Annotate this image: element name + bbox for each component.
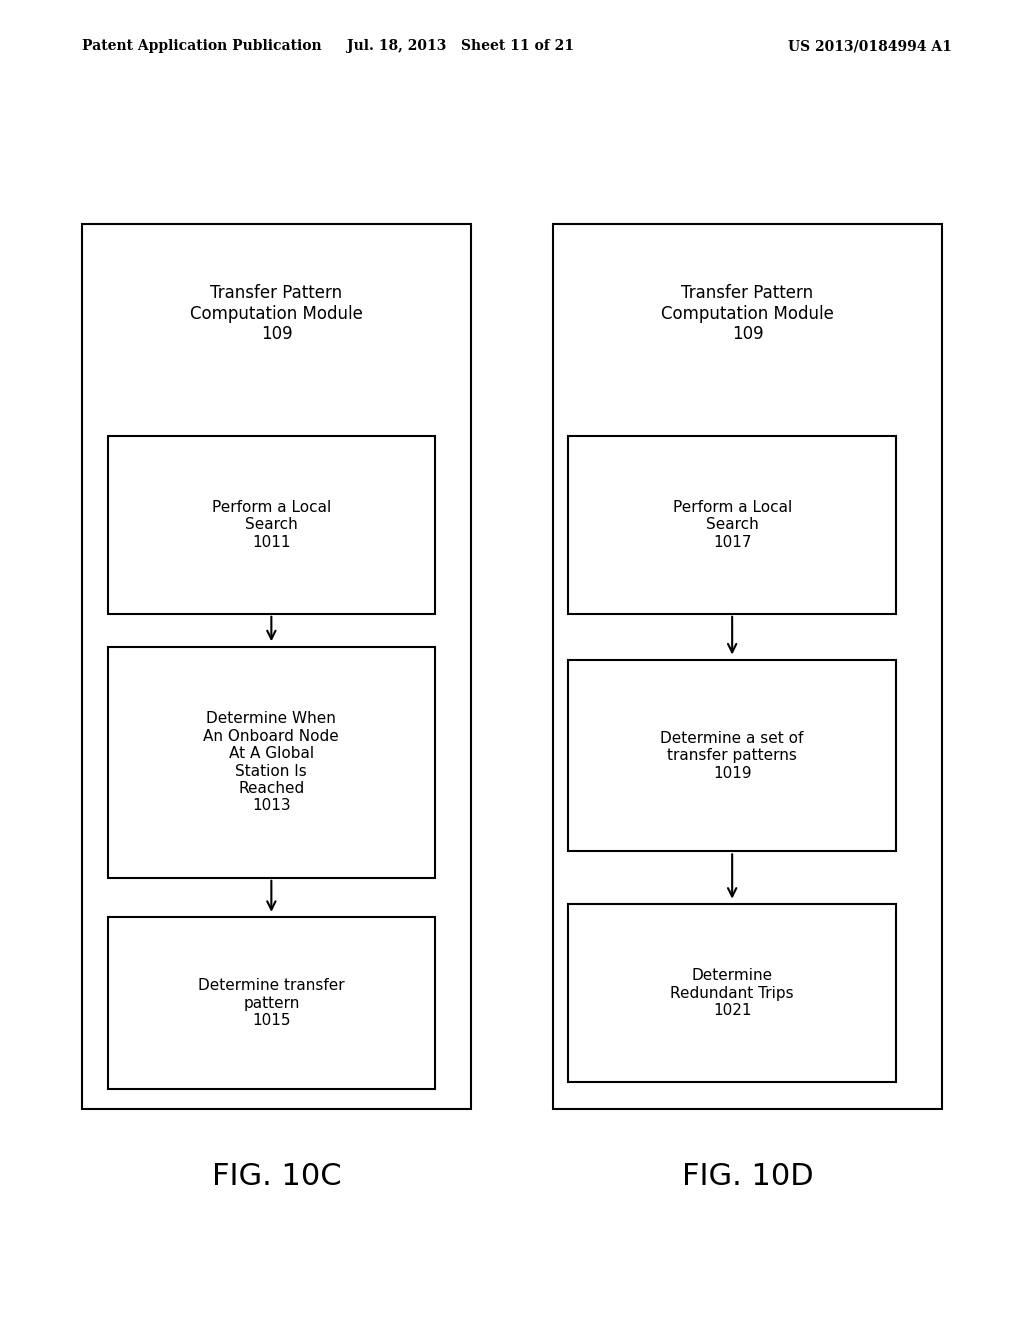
FancyBboxPatch shape	[108, 436, 435, 614]
Text: FIG. 10D: FIG. 10D	[682, 1162, 813, 1191]
FancyBboxPatch shape	[568, 904, 896, 1082]
Text: Jul. 18, 2013   Sheet 11 of 21: Jul. 18, 2013 Sheet 11 of 21	[347, 40, 574, 53]
FancyBboxPatch shape	[108, 647, 435, 878]
Text: FIG. 10C: FIG. 10C	[212, 1162, 341, 1191]
Text: Determine a set of
transfer patterns
1019: Determine a set of transfer patterns 101…	[660, 731, 804, 780]
FancyBboxPatch shape	[568, 660, 896, 851]
Text: Transfer Pattern
Computation Module
109: Transfer Pattern Computation Module 109	[190, 284, 362, 343]
Text: Determine transfer
pattern
1015: Determine transfer pattern 1015	[198, 978, 345, 1028]
Text: US 2013/0184994 A1: US 2013/0184994 A1	[788, 40, 952, 53]
FancyBboxPatch shape	[568, 436, 896, 614]
Text: Patent Application Publication: Patent Application Publication	[82, 40, 322, 53]
Text: Determine
Redundant Trips
1021: Determine Redundant Trips 1021	[671, 969, 794, 1018]
Text: Perform a Local
Search
1011: Perform a Local Search 1011	[212, 500, 331, 549]
FancyBboxPatch shape	[108, 917, 435, 1089]
FancyBboxPatch shape	[82, 224, 471, 1109]
Text: Transfer Pattern
Computation Module
109: Transfer Pattern Computation Module 109	[662, 284, 834, 343]
Text: Perform a Local
Search
1017: Perform a Local Search 1017	[673, 500, 792, 549]
FancyBboxPatch shape	[553, 224, 942, 1109]
Text: Determine When
An Onboard Node
At A Global
Station Is
Reached
1013: Determine When An Onboard Node At A Glob…	[204, 711, 339, 813]
